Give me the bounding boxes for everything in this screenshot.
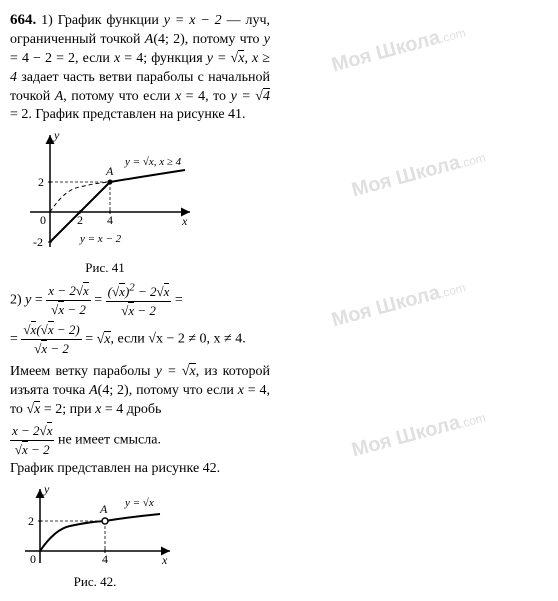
watermark: Моя Школа.com: [349, 403, 489, 465]
part2-formula-line2: = x(x − 2)x − 2 = x, если √x − 2 ≠ 0, x …: [10, 321, 270, 357]
svg-text:0: 0: [30, 552, 36, 566]
fig41-caption: Рис. 41: [10, 259, 200, 277]
fig41-svg: 0 2 4 2 -2 y x A y = √x, x ≥ 4 y = x − 2: [10, 127, 200, 257]
watermark: Моя Школа.com: [329, 18, 469, 80]
fig42-svg: 0 y x 4 2 A y = √x: [10, 481, 180, 571]
line-label: y = x − 2: [79, 233, 122, 245]
part2-text1: Имеем ветку параболы y = x, из которой и…: [10, 363, 270, 420]
sqrt-label: y = √x, x ≥ 4: [124, 156, 182, 168]
part2-condition: если √x − 2 ≠ 0, x ≠ 4.: [118, 332, 246, 347]
svg-text:-2: -2: [33, 235, 43, 249]
no-sense-text: не имеет смысла.: [58, 432, 161, 447]
svg-text:2: 2: [38, 175, 44, 189]
problem-number: 664.: [10, 12, 36, 28]
svg-text:4: 4: [102, 552, 108, 566]
watermark: Моя Школа.com: [329, 273, 469, 335]
part1-text: 664. 1) График функции y = x − 2 — луч, …: [10, 10, 270, 125]
origin-label: 0: [40, 213, 46, 227]
svg-text:y: y: [43, 482, 50, 496]
figure-42: 0 y x 4 2 A y = √x Рис. 42.: [10, 481, 270, 591]
part2-text3: График представлен на рисунке 42.: [10, 460, 270, 479]
svg-text:A: A: [99, 502, 108, 516]
watermark: Моя Школа.com: [349, 143, 489, 205]
x-axis-label: x: [181, 214, 188, 228]
part2-formula-line1: 2) y = x − 2xx − 2 = (x)2 − 2xx − 2 =: [10, 281, 270, 319]
svg-text:4: 4: [107, 213, 113, 227]
svg-text:y = √x: y = √x: [124, 497, 154, 509]
y-axis-label: y: [53, 128, 60, 142]
fig42-caption: Рис. 42.: [10, 573, 180, 591]
part2-formula-nosense: x − 2xx − 2 не имеет смысла.: [10, 422, 270, 458]
figure-41: 0 2 4 2 -2 y x A y = √x, x ≥ 4 y = x − 2…: [10, 127, 270, 277]
svg-text:2: 2: [28, 514, 34, 528]
point-A-label: A: [105, 164, 114, 178]
problem-content: 664. 1) График функции y = x − 2 — луч, …: [10, 10, 270, 591]
